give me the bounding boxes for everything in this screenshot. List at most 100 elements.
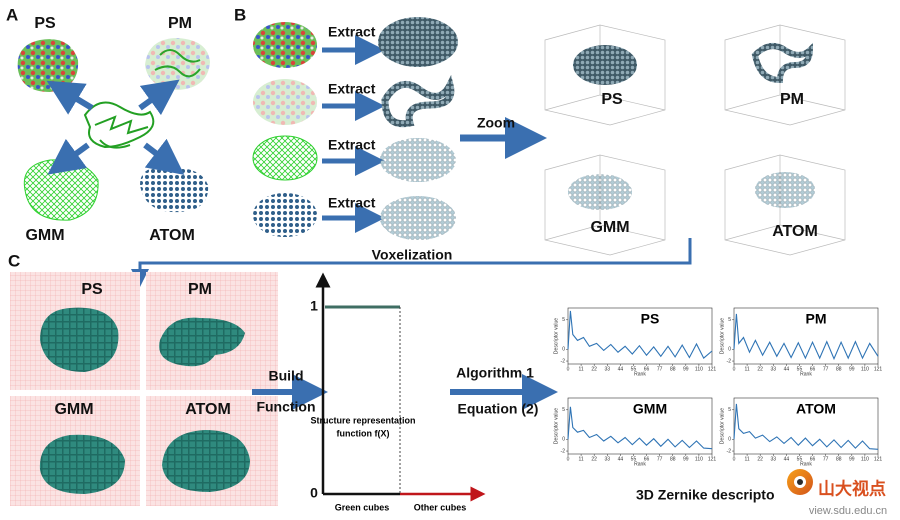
extract-label: Extract — [328, 195, 376, 211]
logo — [797, 479, 803, 485]
y-axis-label: Descriptor value — [553, 408, 559, 444]
panel-letter: C — [8, 251, 20, 270]
x-tick-label: 88 — [836, 456, 842, 462]
x-axis-label: Rank — [634, 461, 646, 467]
x-tick-label: 55 — [631, 456, 637, 462]
x-tick-label: 66 — [810, 366, 816, 372]
x-tick-label: 11 — [744, 456, 749, 462]
panel-label: PM — [188, 281, 212, 298]
x-tick-label: 33 — [770, 456, 776, 462]
watermark-name: 山大视点 — [818, 478, 886, 498]
zoom-label: Zoom — [477, 115, 515, 131]
x-axis-label: Rank — [800, 371, 812, 377]
x-tick-label: 22 — [757, 366, 763, 372]
x-tick-label: 66 — [644, 456, 650, 462]
x-tick-label: 22 — [757, 456, 763, 462]
panel-label: PS — [34, 15, 56, 32]
cubes — [39, 434, 125, 494]
cartoon — [83, 101, 155, 149]
y-axis-label: Descriptor value — [719, 318, 725, 354]
x-left-label: Green cubes — [335, 502, 390, 512]
voxel-shape — [751, 42, 814, 84]
atoms — [140, 167, 209, 213]
x-tick-label: 77 — [657, 366, 663, 372]
y-axis-label: Descriptor value — [719, 408, 725, 444]
surface — [253, 79, 317, 125]
voxel-shape — [568, 174, 632, 210]
watermark: 山大视点 view.sdu.edu.cn — [787, 469, 887, 517]
cubes — [162, 430, 250, 492]
x-tick-label: 55 — [631, 366, 637, 372]
panel-b: B Extract Extract Extract Extract Voxeli… — [234, 5, 846, 263]
voxel-shape — [378, 17, 458, 67]
x-tick-label: 77 — [823, 366, 829, 372]
algorithm-label: Algorithm 1 — [456, 365, 534, 381]
equation-label: Equation (2) — [458, 401, 539, 417]
x-tick-label: 88 — [836, 366, 842, 372]
y-tick-label: 0 — [728, 437, 731, 443]
x-tick-label: 44 — [784, 456, 790, 462]
arrow — [138, 79, 180, 116]
panel-label: GMM — [590, 219, 629, 236]
x-tick-label: 110 — [695, 456, 703, 462]
watermark-url: view.sdu.edu.cn — [809, 505, 887, 517]
descriptor-plot: 0 11 22 33 44 55 66 77 88 99 110 12150-2RankDescrip… — [719, 307, 882, 377]
x-tick-label: 77 — [657, 456, 663, 462]
plot-frame — [733, 307, 879, 365]
voxelization-label: Voxelization — [372, 247, 453, 263]
plot-title: PS — [641, 311, 660, 327]
x-tick-label: 0 — [567, 366, 570, 372]
mesh — [252, 135, 318, 181]
panel-label: ATOM — [185, 401, 231, 418]
atoms — [253, 193, 317, 237]
y-tick-label: -2 — [727, 358, 732, 364]
x-tick-label: 99 — [849, 456, 855, 462]
extract-label: Extract — [328, 81, 376, 97]
arrow — [143, 138, 185, 175]
cubes — [159, 317, 245, 367]
x-tick-label: 33 — [604, 366, 610, 372]
arrow — [46, 80, 94, 115]
panel-label: PM — [168, 15, 192, 32]
surface-pm — [145, 38, 210, 90]
plot-frame — [733, 397, 879, 455]
x-tick-label: 121 — [874, 456, 883, 462]
x-tick-label: 11 — [578, 366, 583, 372]
connector — [131, 238, 692, 287]
function-label: Function — [256, 399, 315, 415]
y-tick-label: 5 — [562, 317, 565, 323]
caption: 3D Zernike descripto — [636, 487, 775, 503]
y-tick-label: -2 — [561, 358, 566, 364]
x-tick-label: 0 — [567, 456, 570, 462]
cubes — [40, 307, 119, 372]
x-tick-label: 0 — [733, 456, 736, 462]
x-tick-label: 22 — [591, 366, 597, 372]
x-tick-label: 33 — [770, 366, 776, 372]
ribbon — [154, 49, 201, 78]
voxel-shape — [381, 74, 455, 128]
x-tick-label: 55 — [797, 456, 803, 462]
descriptor-plot: 0 11 22 33 44 55 66 77 88 99 110 12150-2RankDescrip… — [553, 307, 716, 377]
x-tick-label: 121 — [708, 456, 717, 462]
surface-ps — [17, 39, 79, 92]
arrow — [47, 138, 90, 175]
voxel-shape — [573, 45, 637, 85]
panel-label: PM — [780, 91, 804, 108]
x-tick-label: 11 — [744, 366, 749, 372]
descriptor-line — [733, 403, 879, 450]
x-tick-label: 110 — [861, 456, 869, 462]
graph-caption: function f(X) — [337, 428, 390, 438]
descriptor-plot: 0 11 22 33 44 55 66 77 88 99 110 12150-2RankDescrip… — [553, 397, 717, 467]
mesh-gmm — [23, 159, 99, 221]
x-tick-label: 55 — [797, 366, 803, 372]
x-axis-label: Rank — [800, 461, 812, 467]
panel-letter: A — [6, 5, 18, 24]
extract-label: Extract — [328, 137, 376, 153]
x-tick-label: 110 — [695, 366, 703, 372]
panel-label: ATOM — [772, 223, 818, 240]
voxel-shape — [380, 138, 456, 182]
y-tick-label: -2 — [561, 448, 566, 454]
x-tick-label: 99 — [849, 366, 855, 372]
voxel-shape — [755, 172, 815, 208]
plot-title: GMM — [633, 401, 667, 417]
